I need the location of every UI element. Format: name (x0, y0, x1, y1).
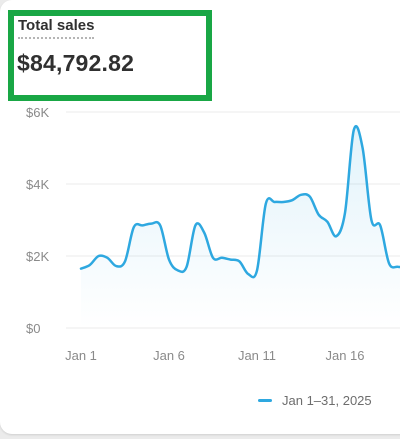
series-area (81, 126, 400, 328)
metric-value: $84,792.82 (17, 50, 135, 76)
y-tick-label: $4K (26, 177, 49, 192)
metric-title[interactable]: Total sales (18, 17, 95, 39)
x-tick-label: Jan 11 (238, 348, 276, 363)
chart-legend[interactable]: Jan 1–31, 2025 (258, 393, 372, 408)
x-tick-label: Jan 16 (325, 348, 364, 363)
x-tick-label: Jan 6 (153, 348, 185, 363)
series-line (79, 124, 400, 279)
legend-label: Jan 1–31, 2025 (282, 393, 372, 408)
y-tick-label: $2K (26, 249, 49, 264)
metric-highlight-box (8, 10, 212, 101)
x-tick-label: Jan 1 (65, 348, 97, 363)
legend-swatch (258, 399, 272, 402)
y-tick-label: $0 (26, 321, 40, 336)
y-tick-label: $6K (26, 105, 49, 120)
